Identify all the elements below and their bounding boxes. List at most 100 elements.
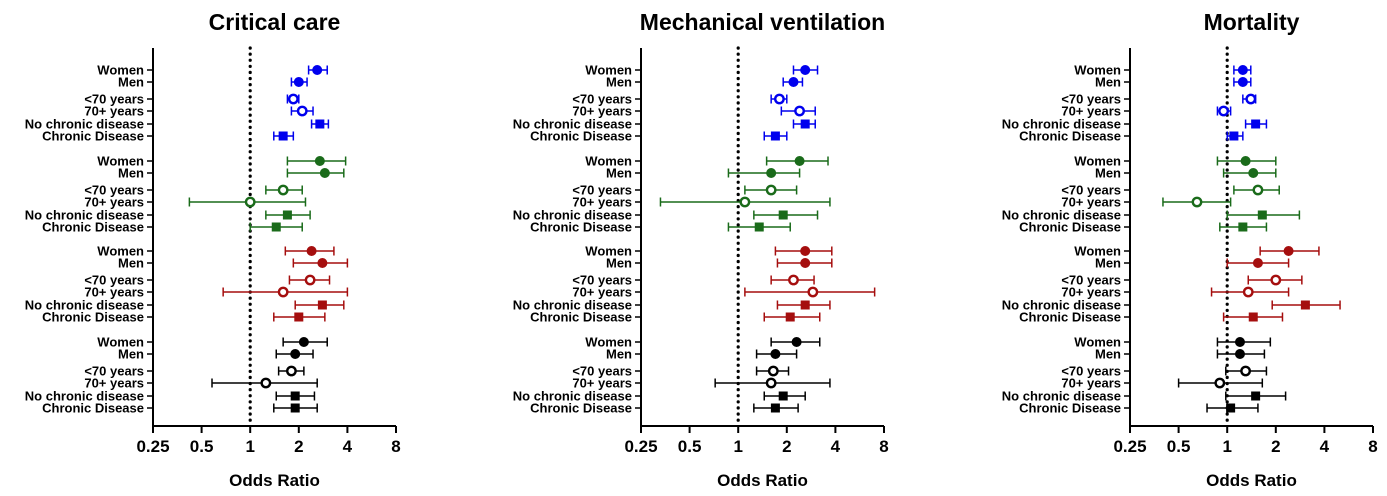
point-marker bbox=[1300, 300, 1310, 310]
x-tick-label: 8 bbox=[1368, 437, 1377, 456]
point-marker bbox=[1191, 196, 1203, 208]
panel-1: Mechanical ventilation 0.25 0.5 1 2 4 8 Odds Ra… bbox=[513, 9, 889, 490]
row-label: <70 years bbox=[572, 364, 632, 379]
row-label: Women bbox=[585, 63, 632, 78]
point-marker bbox=[785, 312, 795, 322]
point-marker bbox=[286, 365, 297, 377]
point-marker bbox=[1242, 286, 1254, 298]
point-marker bbox=[1237, 65, 1248, 75]
point-marker bbox=[754, 222, 764, 232]
row-label: Chronic Disease bbox=[1019, 401, 1121, 416]
point-marker bbox=[277, 286, 289, 298]
row-label: No chronic disease bbox=[1002, 208, 1121, 223]
point-marker bbox=[271, 222, 281, 232]
x-axis-title: Odds Ratio bbox=[717, 471, 808, 490]
row-label: 70+ years bbox=[1061, 285, 1121, 300]
row-label: 70+ years bbox=[1061, 195, 1121, 210]
point-marker bbox=[1251, 119, 1261, 129]
row-label: No chronic disease bbox=[513, 298, 632, 313]
point-marker bbox=[1240, 156, 1251, 166]
panel-title: Mechanical ventilation bbox=[640, 9, 885, 35]
row-label: Women bbox=[97, 154, 144, 169]
point-marker bbox=[770, 349, 781, 359]
point-marker bbox=[298, 337, 309, 347]
point-marker bbox=[770, 131, 780, 141]
point-marker bbox=[800, 246, 811, 256]
point-marker bbox=[1283, 246, 1294, 256]
point-marker bbox=[244, 196, 256, 208]
row-label: Women bbox=[1074, 63, 1121, 78]
point-marker bbox=[788, 274, 799, 286]
row-label: No chronic disease bbox=[25, 208, 144, 223]
x-axis-title: Odds Ratio bbox=[229, 471, 320, 490]
point-marker bbox=[1234, 337, 1245, 347]
x-tick-label: 2 bbox=[1271, 437, 1280, 456]
point-marker bbox=[794, 105, 805, 117]
point-marker bbox=[767, 365, 779, 377]
row-label: <70 years bbox=[1061, 273, 1121, 288]
row-label: Men bbox=[606, 347, 632, 362]
point-marker bbox=[260, 377, 272, 389]
row-label: Men bbox=[118, 347, 144, 362]
row-label: No chronic disease bbox=[1002, 298, 1121, 313]
point-marker bbox=[296, 105, 308, 117]
point-marker bbox=[312, 65, 323, 75]
row-label: Men bbox=[606, 75, 632, 90]
x-tick-label: 0.25 bbox=[624, 437, 657, 456]
point-marker bbox=[1252, 184, 1264, 196]
point-marker bbox=[1252, 258, 1263, 268]
row-label: <70 years bbox=[84, 364, 144, 379]
x-tick-label: 4 bbox=[1320, 437, 1330, 456]
row-label: Chronic Disease bbox=[1019, 129, 1121, 144]
point-marker bbox=[807, 286, 819, 298]
point-marker bbox=[1218, 105, 1230, 117]
x-tick-label: 0.25 bbox=[1113, 437, 1146, 456]
row-label: Men bbox=[118, 256, 144, 271]
row-label: Chronic Disease bbox=[530, 401, 632, 416]
point-marker bbox=[314, 156, 325, 166]
point-marker bbox=[1214, 377, 1226, 389]
row-label: No chronic disease bbox=[25, 389, 144, 404]
point-marker bbox=[1238, 222, 1248, 232]
point-marker bbox=[1226, 403, 1236, 413]
row-label: 70+ years bbox=[1061, 104, 1121, 119]
point-marker bbox=[304, 274, 316, 286]
point-marker bbox=[282, 210, 292, 220]
point-marker bbox=[1248, 312, 1258, 322]
x-tick-label: 8 bbox=[391, 437, 400, 456]
point-marker bbox=[794, 156, 805, 166]
row-label: Women bbox=[1074, 154, 1121, 169]
row-label: Men bbox=[606, 256, 632, 271]
row-label: 70+ years bbox=[84, 285, 144, 300]
x-tick-label: 4 bbox=[831, 437, 841, 456]
point-marker bbox=[800, 300, 810, 310]
row-label: <70 years bbox=[1061, 183, 1121, 198]
row-label: 70+ years bbox=[1061, 376, 1121, 391]
x-tick-label: 2 bbox=[294, 437, 303, 456]
row-label: Chronic Disease bbox=[42, 401, 144, 416]
x-tick-label: 8 bbox=[879, 437, 888, 456]
point-marker bbox=[287, 93, 299, 105]
point-marker bbox=[294, 312, 304, 322]
row-label: 70+ years bbox=[84, 195, 144, 210]
x-tick-label: 0.5 bbox=[1167, 437, 1191, 456]
row-label: Men bbox=[1095, 256, 1121, 271]
row-label: Women bbox=[1074, 244, 1121, 259]
row-label: Men bbox=[606, 166, 632, 181]
row-label: <70 years bbox=[1061, 92, 1121, 107]
point-marker bbox=[306, 246, 317, 256]
row-label: Chronic Disease bbox=[1019, 310, 1121, 325]
point-marker bbox=[290, 403, 300, 413]
point-marker bbox=[778, 210, 788, 220]
point-marker bbox=[778, 391, 788, 401]
x-tick-label: 1 bbox=[1222, 437, 1231, 456]
row-label: <70 years bbox=[572, 183, 632, 198]
point-marker bbox=[766, 168, 777, 178]
row-label: No chronic disease bbox=[1002, 389, 1121, 404]
row-label: Women bbox=[585, 244, 632, 259]
point-marker bbox=[315, 119, 325, 129]
point-marker bbox=[319, 168, 330, 178]
row-label: <70 years bbox=[84, 92, 144, 107]
row-label: 70+ years bbox=[572, 285, 632, 300]
